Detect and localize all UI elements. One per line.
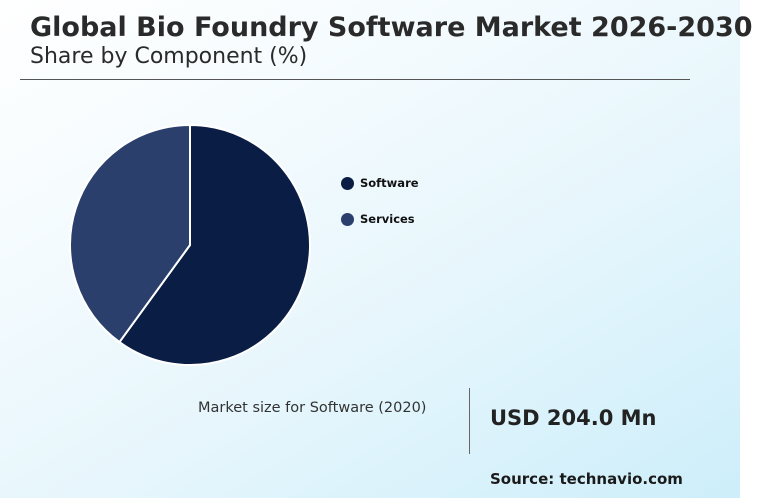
- legend-label-services: Services: [360, 212, 415, 226]
- legend-swatch-services: [341, 212, 354, 226]
- legend-item-services: Services: [341, 211, 419, 227]
- legend: Software Services: [341, 175, 419, 247]
- pie-slice-software: [118, 123, 311, 366]
- legend-swatch-software: [341, 176, 354, 190]
- title-divider: [20, 79, 690, 80]
- legend-label-software: Software: [360, 176, 419, 190]
- market-size-value: USD 204.0 Mn: [490, 406, 657, 430]
- chart-title: Global Bio Foundry Software Market 2026-…: [30, 12, 753, 43]
- metric-divider: [469, 388, 470, 454]
- pie-slice-services: [69, 123, 191, 344]
- market-size-label: Market size for Software (2020): [198, 400, 427, 416]
- source-credit: Source: technavio.com: [490, 470, 683, 488]
- chart-subtitle: Share by Component (%): [30, 44, 308, 69]
- legend-item-software: Software: [341, 175, 419, 191]
